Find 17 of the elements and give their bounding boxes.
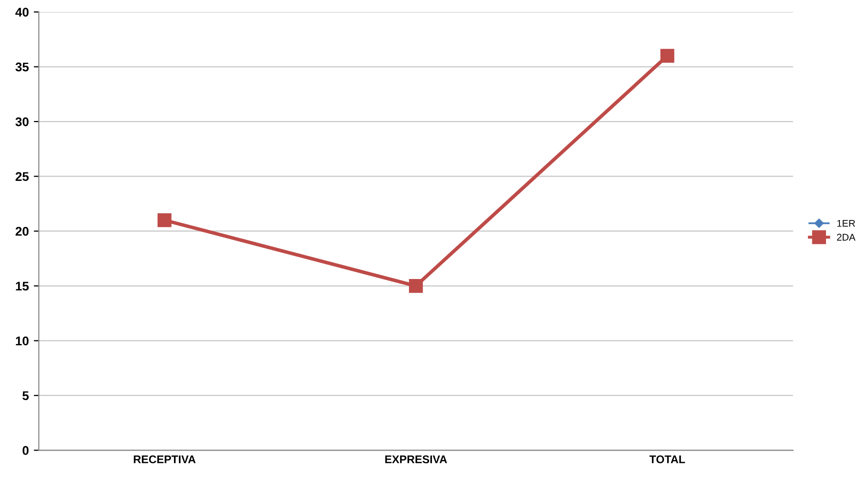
x-tick-label: EXPRESIVA xyxy=(385,455,448,464)
y-tick-label: 10 xyxy=(16,336,29,346)
point xyxy=(158,213,172,228)
y-tick-label: 25 xyxy=(16,172,29,181)
legend-label: 2DA xyxy=(837,234,856,241)
y-tick-label: 30 xyxy=(15,117,29,126)
y-tick-label: 40 xyxy=(15,8,29,17)
x-tick-label: RECEPTIVA xyxy=(134,455,196,464)
legend-label: 1ER xyxy=(837,220,856,227)
y-tick-label: 35 xyxy=(15,62,29,72)
y-tick-label: 15 xyxy=(16,282,29,291)
y-tick-label: 5 xyxy=(22,391,29,400)
y-tick-label: 0 xyxy=(22,446,29,455)
y-tick-label: 20 xyxy=(16,226,29,236)
x-tick-label: TOTAL xyxy=(649,455,685,464)
point xyxy=(408,278,423,293)
point xyxy=(660,48,674,63)
